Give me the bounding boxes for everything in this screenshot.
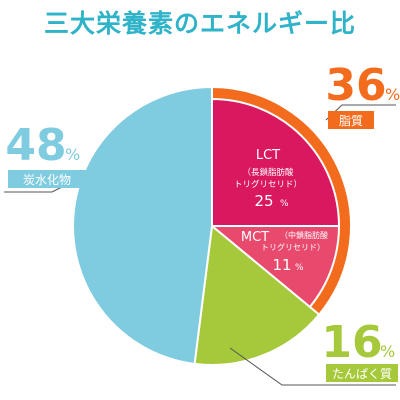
pie-slice-carbs — [72, 85, 213, 366]
fat-label-box — [328, 111, 374, 129]
carbs-percent: 48 — [5, 120, 66, 171]
pie-slice-lct — [211, 97, 341, 227]
carbs-label: 炭水化物 — [23, 173, 71, 187]
fat-percent-unit: % — [385, 85, 400, 104]
protein-label: たんぱく質 — [332, 366, 392, 381]
mct-desc-1: （中鎖脂肪酸 — [280, 230, 328, 240]
lct-label: LCT — [256, 148, 280, 163]
fat-percent: 36 — [325, 60, 386, 111]
mct-label: MCT — [241, 230, 269, 245]
page-title: 三大栄養素のエネルギー比 — [43, 9, 356, 38]
mct-percent: 11 — [272, 256, 291, 274]
lct-percent: 25 — [254, 192, 273, 210]
pie-slice-protein — [193, 224, 321, 366]
protein-percent-unit: % — [380, 342, 395, 361]
carbs-label-box — [8, 170, 86, 188]
protein-label-box — [326, 364, 398, 382]
carbs-percent-unit: % — [65, 145, 80, 164]
protein-percent: 16 — [321, 317, 382, 368]
leader-line-protein — [229, 347, 396, 386]
lct-percent-unit: % — [280, 199, 289, 209]
mct-percent-unit: % — [295, 263, 304, 273]
lct-desc-1: （長鎖脂肪酸 — [242, 167, 294, 178]
mct-desc-2: トリグリセリド） — [261, 242, 325, 252]
fat-label: 脂質 — [339, 113, 363, 128]
lct-desc-2: トリグリセリド） — [234, 179, 302, 190]
pie-slice-mct — [209, 225, 341, 309]
